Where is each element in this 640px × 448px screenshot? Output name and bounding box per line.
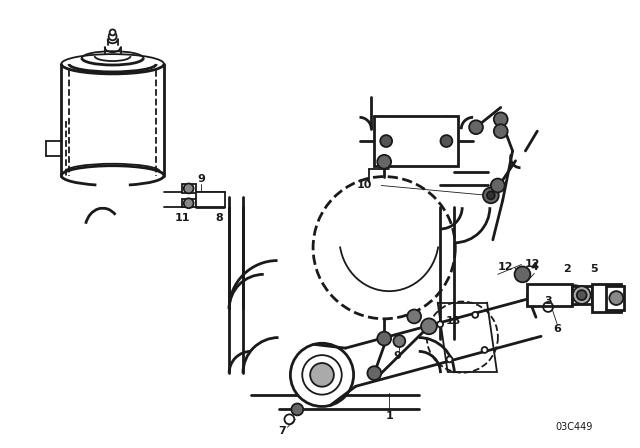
Circle shape bbox=[440, 135, 452, 147]
Text: 9: 9 bbox=[198, 173, 205, 184]
Text: 8: 8 bbox=[216, 213, 223, 223]
Circle shape bbox=[482, 347, 488, 353]
Text: 7: 7 bbox=[278, 426, 286, 436]
Circle shape bbox=[573, 286, 591, 304]
Text: 10: 10 bbox=[356, 181, 372, 190]
Circle shape bbox=[310, 363, 334, 387]
Text: 4: 4 bbox=[531, 263, 538, 272]
Circle shape bbox=[407, 310, 421, 323]
Bar bbox=[572, 286, 591, 304]
Text: 13: 13 bbox=[446, 316, 461, 326]
Circle shape bbox=[437, 321, 443, 327]
Circle shape bbox=[609, 291, 623, 305]
Circle shape bbox=[491, 179, 505, 192]
Bar bbox=[196, 192, 225, 207]
Circle shape bbox=[109, 30, 116, 35]
Circle shape bbox=[421, 319, 437, 334]
Circle shape bbox=[367, 366, 381, 380]
Circle shape bbox=[291, 343, 354, 406]
Text: 03C449: 03C449 bbox=[555, 422, 593, 432]
Circle shape bbox=[472, 312, 478, 318]
Circle shape bbox=[291, 404, 303, 415]
Text: 12: 12 bbox=[525, 259, 540, 270]
Bar bbox=[591, 284, 621, 312]
Circle shape bbox=[469, 121, 483, 134]
Text: 3: 3 bbox=[545, 296, 552, 306]
Circle shape bbox=[378, 155, 391, 169]
Text: 2: 2 bbox=[563, 264, 571, 275]
Circle shape bbox=[483, 187, 499, 203]
Circle shape bbox=[487, 191, 495, 199]
Circle shape bbox=[184, 184, 193, 194]
Text: 6: 6 bbox=[553, 324, 561, 334]
Circle shape bbox=[109, 32, 116, 40]
Circle shape bbox=[394, 335, 405, 347]
Circle shape bbox=[494, 124, 508, 138]
Bar bbox=[607, 286, 624, 310]
Circle shape bbox=[378, 332, 391, 345]
Bar bbox=[182, 184, 196, 194]
Bar bbox=[374, 116, 458, 166]
Circle shape bbox=[577, 290, 587, 300]
Circle shape bbox=[494, 112, 508, 126]
Bar bbox=[527, 284, 572, 306]
Bar bbox=[182, 199, 196, 207]
Circle shape bbox=[184, 198, 193, 208]
Circle shape bbox=[447, 356, 452, 362]
Text: 11: 11 bbox=[175, 213, 191, 223]
Text: 12: 12 bbox=[498, 263, 513, 272]
Text: 9: 9 bbox=[394, 351, 401, 361]
Text: 5: 5 bbox=[589, 264, 597, 275]
Circle shape bbox=[515, 267, 531, 282]
Circle shape bbox=[380, 135, 392, 147]
Text: 1: 1 bbox=[385, 411, 393, 421]
